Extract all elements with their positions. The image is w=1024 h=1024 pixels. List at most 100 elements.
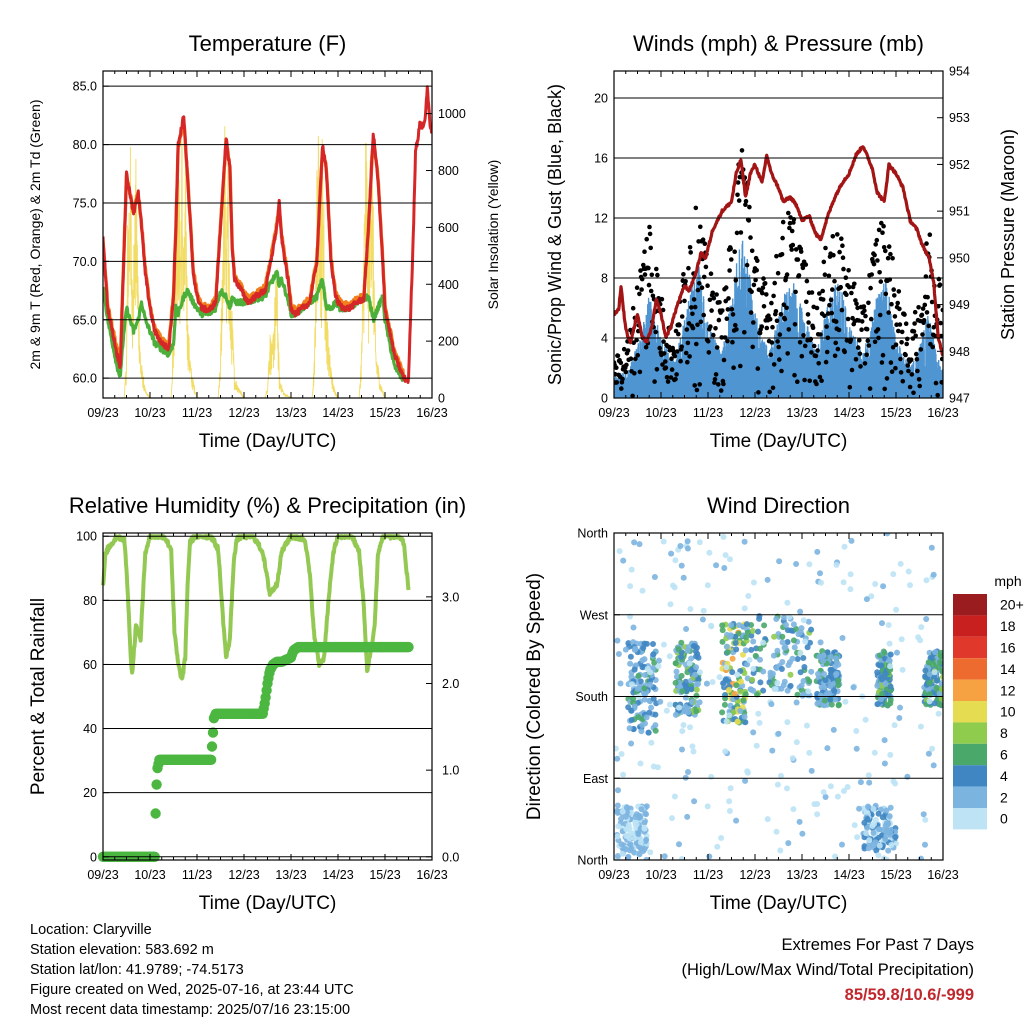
direction-point <box>636 541 643 548</box>
gust-point <box>824 349 830 355</box>
gust-point <box>701 312 706 318</box>
gust-point <box>872 252 877 258</box>
gust-point <box>804 278 810 284</box>
direction-point <box>931 700 938 707</box>
direction-point <box>896 715 903 721</box>
direction-point <box>789 655 796 662</box>
direction-point <box>729 669 736 676</box>
gust-point <box>686 265 691 271</box>
direction-point <box>784 639 791 645</box>
direction-point <box>878 832 885 839</box>
direction-point <box>790 621 797 628</box>
direction-point <box>779 639 786 646</box>
gust-point <box>673 376 678 382</box>
direction-point <box>857 779 864 786</box>
gust-point <box>726 296 731 301</box>
gust-point <box>767 389 772 395</box>
gust-point <box>676 331 681 337</box>
gust-point <box>793 289 798 295</box>
gust-point <box>634 285 640 291</box>
gust-point <box>720 308 725 313</box>
gust-point <box>764 325 770 331</box>
x-tick-label: 09/23 <box>598 406 629 420</box>
gust-point <box>655 272 660 278</box>
direction-point <box>647 681 653 688</box>
gust-point <box>789 247 794 252</box>
direction-point <box>672 660 679 667</box>
gust-point <box>829 310 834 316</box>
gust-point <box>630 393 635 398</box>
gust-point <box>828 297 834 303</box>
direction-point <box>689 743 696 750</box>
direction-point <box>808 668 815 675</box>
gust-point <box>623 369 629 375</box>
gust-point <box>759 324 765 329</box>
direction-point <box>682 704 689 710</box>
direction-point <box>917 723 924 730</box>
y-tick-label: 0 <box>90 850 97 864</box>
gust-point <box>708 271 714 277</box>
gust-point <box>748 310 754 315</box>
gust-point <box>773 309 779 314</box>
direction-point <box>755 628 761 635</box>
direction-point <box>784 687 791 694</box>
gust-point <box>881 245 887 250</box>
y2-axis-label: Solar Insolation (Yellow) <box>485 160 501 310</box>
panel-2: 09/23 10/23 11/23 12/23 13/23 14/23 15/23 16/23… <box>545 31 1018 452</box>
direction-point <box>742 777 749 784</box>
direction-point <box>917 637 924 644</box>
gust-point <box>719 335 724 340</box>
gust-point <box>891 287 896 292</box>
gust-point <box>792 372 797 378</box>
direction-point <box>626 835 633 842</box>
direction-point <box>623 804 630 811</box>
direction-point <box>887 804 894 811</box>
gust-point <box>674 349 680 354</box>
gust-point <box>842 349 847 355</box>
gust-point <box>817 374 823 380</box>
gust-point <box>848 337 854 343</box>
gust-point <box>659 296 665 302</box>
y-tick-label: South <box>575 690 608 704</box>
gust-point <box>663 365 669 371</box>
direction-point <box>626 725 633 732</box>
gust-point <box>687 354 692 359</box>
direction-point <box>833 561 840 568</box>
direction-point <box>727 785 734 792</box>
gust-point <box>703 264 709 270</box>
x-tick-label: 11/23 <box>182 868 212 882</box>
direction-point <box>830 726 837 733</box>
direction-point <box>666 701 673 708</box>
gust-point <box>770 324 775 330</box>
direction-point <box>907 582 913 589</box>
direction-point <box>879 676 886 683</box>
gust-point <box>674 372 679 377</box>
direction-point <box>939 686 943 693</box>
direction-point <box>750 729 757 736</box>
direction-point <box>693 664 700 671</box>
direction-point <box>649 665 656 671</box>
y-tick-label: 12 <box>594 212 608 226</box>
direction-point <box>893 606 900 613</box>
gust-point <box>926 323 931 329</box>
y2-tick-label: 200 <box>438 335 459 349</box>
gust-point <box>895 300 900 306</box>
direction-point <box>884 533 891 537</box>
gust-point <box>769 300 774 306</box>
gust-point <box>692 304 698 310</box>
direction-point <box>839 635 846 641</box>
direction-point <box>832 655 839 662</box>
y-tick-label: 16 <box>594 152 608 166</box>
legend-label: 6 <box>1000 747 1008 763</box>
direction-point <box>631 646 638 653</box>
direction-point <box>755 710 762 717</box>
gust-point <box>862 308 867 313</box>
gust-point <box>939 356 943 362</box>
gust-point <box>648 288 654 294</box>
gust-point <box>755 258 760 264</box>
direction-point <box>879 620 885 627</box>
gust-point <box>832 353 838 359</box>
direction-point <box>879 814 886 821</box>
gust-point <box>921 318 927 323</box>
direction-point <box>804 644 811 651</box>
